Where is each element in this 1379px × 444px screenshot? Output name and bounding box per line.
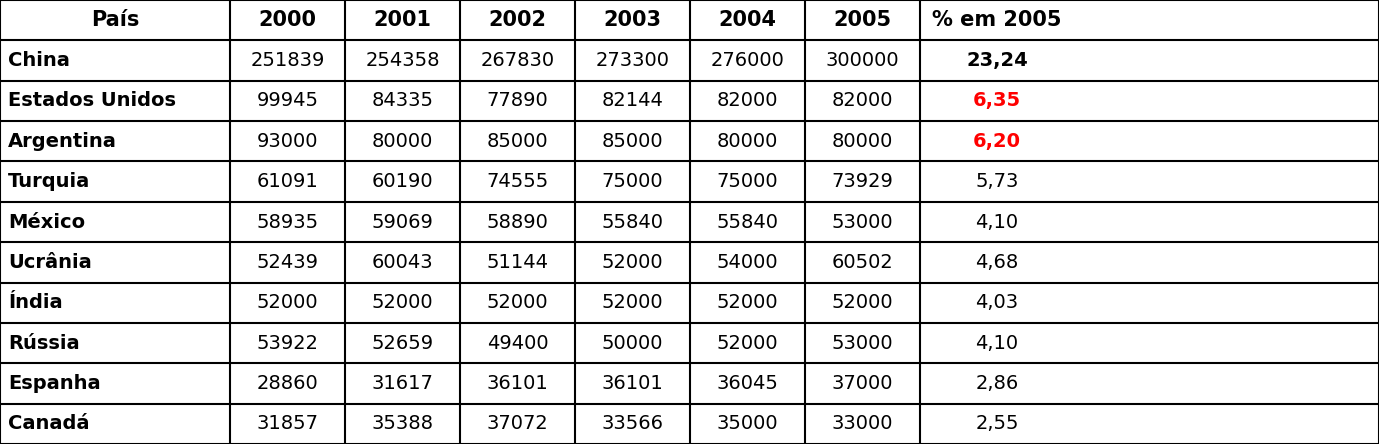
Text: Espanha: Espanha (8, 374, 101, 393)
Text: 82000: 82000 (832, 91, 894, 111)
Text: Turquia: Turquia (8, 172, 90, 191)
Text: 2002: 2002 (488, 10, 546, 30)
Text: 6,35: 6,35 (974, 91, 1020, 111)
Text: 99945: 99945 (256, 91, 319, 111)
Text: 52000: 52000 (256, 293, 319, 312)
Text: 54000: 54000 (717, 253, 778, 272)
Text: 36045: 36045 (717, 374, 778, 393)
Text: 75000: 75000 (717, 172, 778, 191)
Text: 33000: 33000 (832, 414, 894, 433)
Text: Rússia: Rússia (8, 333, 80, 353)
Text: 2005: 2005 (833, 10, 892, 30)
Text: 300000: 300000 (826, 51, 899, 70)
Text: 60043: 60043 (372, 253, 433, 272)
Text: China: China (8, 51, 70, 70)
Text: 80000: 80000 (717, 132, 778, 151)
Text: 60190: 60190 (372, 172, 433, 191)
Text: 4,10: 4,10 (975, 213, 1019, 231)
Text: Argentina: Argentina (8, 132, 117, 151)
Text: 51144: 51144 (487, 253, 549, 272)
Text: 77890: 77890 (487, 91, 549, 111)
Text: 4,68: 4,68 (975, 253, 1019, 272)
Text: 6,20: 6,20 (974, 132, 1020, 151)
Text: 4,10: 4,10 (975, 333, 1019, 353)
Text: 254358: 254358 (365, 51, 440, 70)
Text: Ucrânia: Ucrânia (8, 253, 92, 272)
Text: 5,73: 5,73 (975, 172, 1019, 191)
Text: 52000: 52000 (487, 293, 549, 312)
Text: 58890: 58890 (487, 213, 549, 231)
Text: Índia: Índia (8, 293, 62, 312)
Text: 58935: 58935 (256, 213, 319, 231)
Text: 55840: 55840 (717, 213, 779, 231)
Text: 251839: 251839 (251, 51, 324, 70)
Text: 52000: 52000 (601, 253, 663, 272)
Text: 31857: 31857 (256, 414, 319, 433)
Text: 31617: 31617 (371, 374, 433, 393)
Text: 60502: 60502 (832, 253, 894, 272)
Text: 2,55: 2,55 (975, 414, 1019, 433)
Text: 4,03: 4,03 (975, 293, 1019, 312)
Text: 2003: 2003 (604, 10, 662, 30)
Text: 52000: 52000 (717, 293, 778, 312)
Text: 52000: 52000 (717, 333, 778, 353)
Text: 23,24: 23,24 (967, 51, 1027, 70)
Text: 28860: 28860 (256, 374, 319, 393)
Text: % em 2005: % em 2005 (932, 10, 1062, 30)
Text: 33566: 33566 (601, 414, 663, 433)
Text: 85000: 85000 (487, 132, 549, 151)
Text: 37072: 37072 (487, 414, 549, 433)
Text: 84335: 84335 (371, 91, 433, 111)
Text: 52000: 52000 (372, 293, 433, 312)
Text: 80000: 80000 (372, 132, 433, 151)
Text: 2,86: 2,86 (975, 374, 1019, 393)
Text: 82144: 82144 (601, 91, 663, 111)
Text: 93000: 93000 (256, 132, 319, 151)
Text: 2004: 2004 (718, 10, 776, 30)
Text: 53922: 53922 (256, 333, 319, 353)
Text: 2001: 2001 (374, 10, 432, 30)
Text: 2000: 2000 (258, 10, 317, 30)
Text: 36101: 36101 (601, 374, 663, 393)
Text: 49400: 49400 (487, 333, 549, 353)
Text: 273300: 273300 (596, 51, 669, 70)
Text: 55840: 55840 (601, 213, 663, 231)
Text: 85000: 85000 (601, 132, 663, 151)
Text: 276000: 276000 (710, 51, 785, 70)
Text: 53000: 53000 (832, 333, 894, 353)
Text: 59069: 59069 (371, 213, 433, 231)
Text: Canadá: Canadá (8, 414, 90, 433)
Text: 75000: 75000 (601, 172, 663, 191)
Text: 36101: 36101 (487, 374, 549, 393)
Text: 61091: 61091 (256, 172, 319, 191)
Text: México: México (8, 213, 85, 231)
Text: 35000: 35000 (717, 414, 778, 433)
Text: 52000: 52000 (601, 293, 663, 312)
Text: 52659: 52659 (371, 333, 433, 353)
Text: 52000: 52000 (832, 293, 894, 312)
Text: 267830: 267830 (480, 51, 554, 70)
Text: País: País (91, 10, 139, 30)
Text: 37000: 37000 (832, 374, 894, 393)
Text: 73929: 73929 (832, 172, 894, 191)
Text: 52439: 52439 (256, 253, 319, 272)
Text: Estados Unidos: Estados Unidos (8, 91, 177, 111)
Text: 82000: 82000 (717, 91, 778, 111)
Text: 50000: 50000 (601, 333, 663, 353)
Text: 74555: 74555 (487, 172, 549, 191)
Text: 80000: 80000 (832, 132, 894, 151)
Text: 35388: 35388 (371, 414, 433, 433)
Text: 53000: 53000 (832, 213, 894, 231)
